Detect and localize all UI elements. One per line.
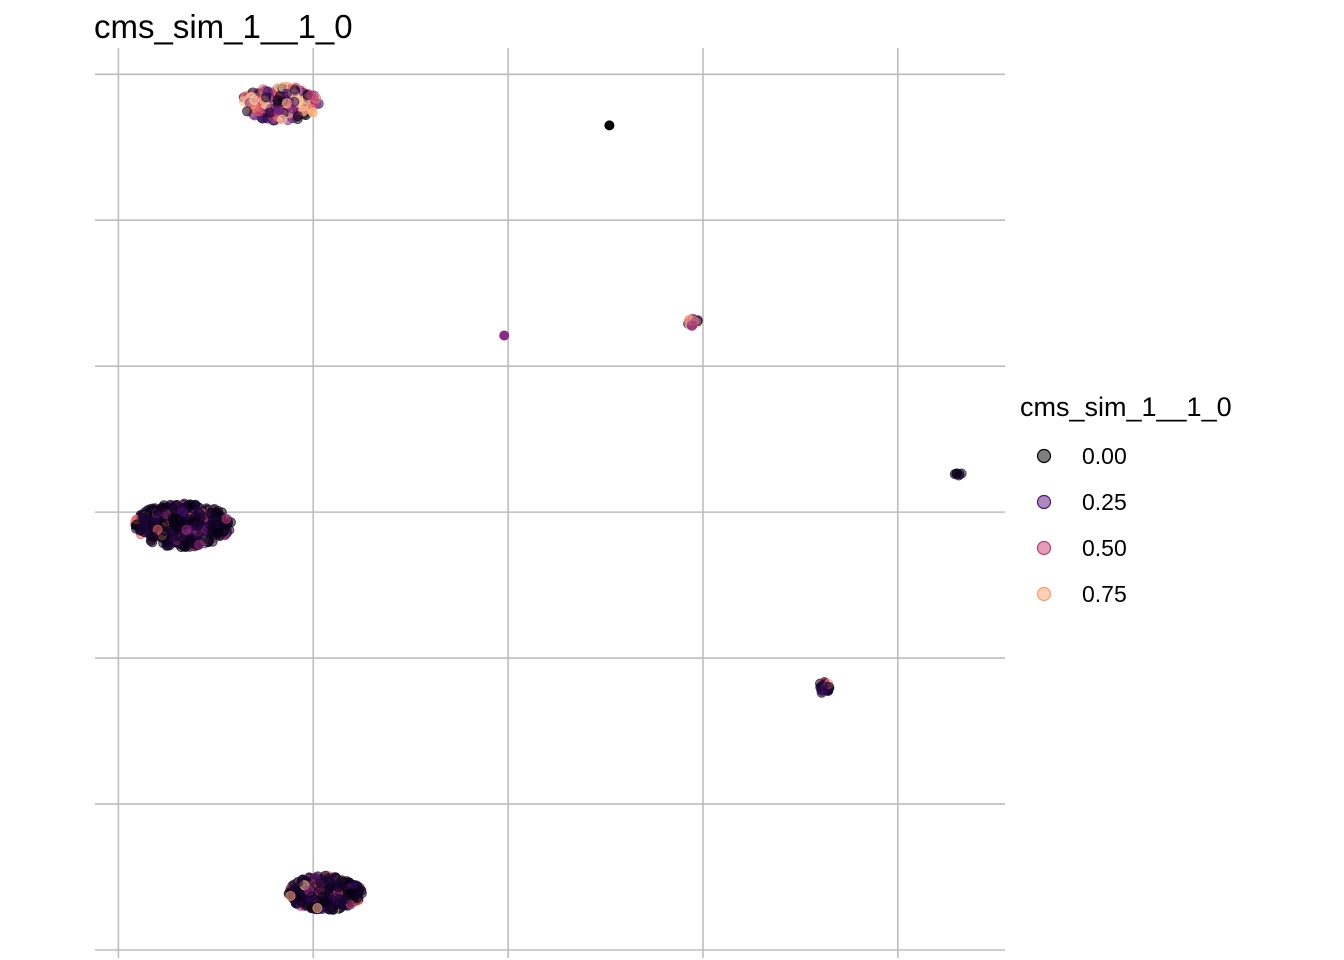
cluster-0-point: [281, 88, 292, 99]
cluster-2-point: [317, 892, 328, 903]
cluster-1-point: [194, 539, 205, 550]
cluster-1-point: [139, 512, 150, 523]
cluster-0-point: [274, 104, 285, 115]
legend-title: cms_sim_1__1_0: [1020, 392, 1232, 422]
cluster-1-point: [181, 525, 192, 536]
legend-label: 0.50: [1082, 535, 1127, 561]
legend-entry: 0.25: [1036, 489, 1127, 515]
single-point-0: [604, 120, 615, 131]
cluster-0-point: [306, 90, 317, 101]
cluster-1-point: [205, 519, 216, 530]
legend-label: 0.75: [1082, 581, 1127, 607]
cluster-1-point: [204, 535, 215, 546]
cluster-3-point: [690, 316, 701, 327]
cluster-2-point: [285, 891, 296, 902]
cluster-1-point: [192, 520, 203, 531]
chart-title: cms_sim_1__1_0: [94, 8, 353, 45]
cluster-1-point: [148, 531, 159, 542]
cluster-0-point: [265, 107, 276, 118]
legend-entry: 0.00: [1036, 443, 1127, 469]
cluster-1-point: [178, 506, 189, 517]
cluster-0-point: [272, 95, 283, 106]
cluster-2-point: [340, 894, 351, 905]
data-points: [129, 81, 967, 915]
cluster-2-point: [315, 878, 326, 889]
cluster-2-point: [328, 880, 339, 891]
cluster-2-point: [351, 893, 362, 904]
legend: cms_sim_1__1_0 0.00 0.25 0.50 0.75: [1020, 392, 1232, 607]
cluster-1-point: [173, 514, 184, 525]
cluster-1-point: [157, 502, 168, 513]
cluster-1-point: [157, 533, 168, 544]
cluster-0-point: [281, 98, 292, 109]
cluster-2-point: [330, 893, 341, 904]
legend-key: [1036, 540, 1052, 556]
cluster-2-point: [292, 877, 303, 888]
grid-lines: [95, 48, 1005, 958]
cluster-0-point: [289, 84, 300, 95]
cluster-1-point: [221, 513, 232, 524]
cluster-0-point: [308, 107, 319, 118]
cluster-2-point: [290, 898, 301, 909]
cluster-1-point: [168, 532, 179, 543]
cluster-0-point: [276, 114, 287, 125]
legend-items: 0.00 0.25 0.50 0.75: [1036, 443, 1127, 607]
cluster-1-point: [212, 507, 223, 518]
cluster-4-point: [823, 681, 834, 692]
cluster-2-point: [306, 891, 317, 902]
legend-label: 0.00: [1082, 443, 1127, 469]
single-point-1: [499, 330, 510, 341]
cluster-5-point: [951, 468, 962, 479]
legend-key: [1036, 586, 1052, 602]
cluster-1-point: [184, 536, 195, 547]
cluster-1-point: [147, 503, 158, 514]
cluster-0-point: [262, 86, 273, 97]
cluster-0-point: [242, 106, 253, 117]
legend-key: [1036, 448, 1052, 464]
cluster-2-point: [312, 903, 323, 914]
cluster-1-point: [152, 524, 163, 535]
cluster-0-point: [249, 95, 260, 106]
legend-entry: 0.50: [1036, 535, 1127, 561]
legend-entry: 0.75: [1036, 581, 1127, 607]
legend-key: [1036, 494, 1052, 510]
cluster-0-point: [292, 111, 303, 122]
legend-label: 0.25: [1082, 489, 1127, 515]
